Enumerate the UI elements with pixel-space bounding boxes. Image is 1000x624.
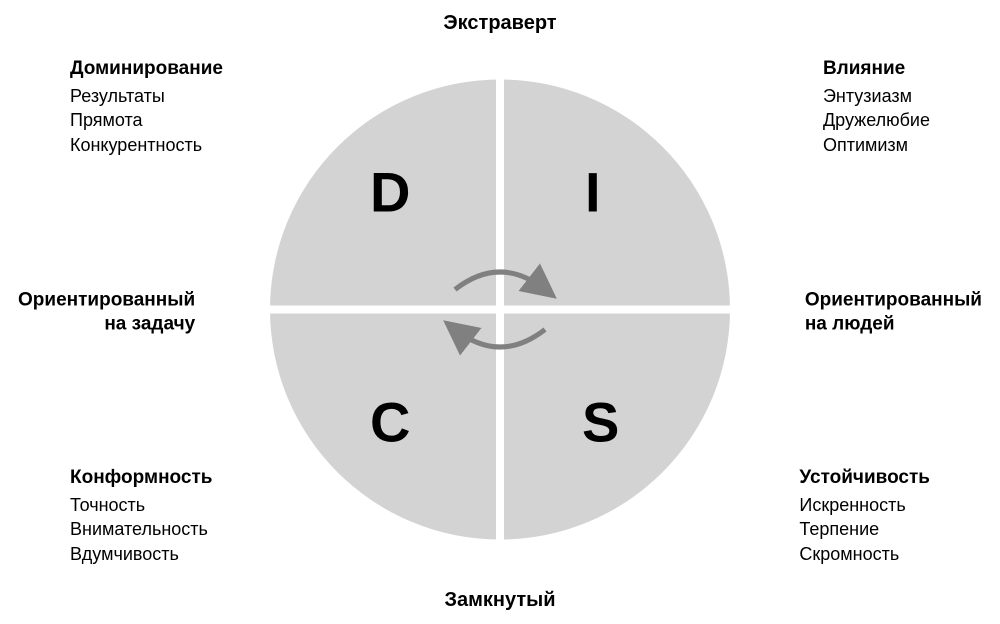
- letter-s: S: [582, 390, 620, 455]
- axis-right-line2: на людей: [805, 312, 982, 336]
- axis-right-label: Ориентированный на людей: [805, 288, 982, 336]
- trait-bl-0: Точность: [70, 493, 212, 517]
- trait-tl-2: Конкурентность: [70, 133, 223, 157]
- trait-tl-0: Результаты: [70, 84, 223, 108]
- letter-i: I: [585, 160, 602, 225]
- axis-right-line1: Ориентированный: [805, 288, 982, 312]
- quadrant-tl-title: Доминирование: [70, 58, 223, 80]
- letter-d: D: [370, 160, 411, 225]
- quadrant-br-title: Устойчивость: [799, 467, 930, 489]
- axis-left-line1: Ориентированный: [18, 288, 195, 312]
- quadrant-br-block: Устойчивость Искренность Терпение Скромн…: [799, 467, 930, 566]
- axis-left-line2: на задачу: [18, 312, 195, 336]
- trait-br-1: Терпение: [799, 517, 930, 541]
- circle-quadrants: D I C S: [260, 70, 740, 555]
- axis-left-label: Ориентированный на задачу: [18, 288, 195, 336]
- quadrant-tr-block: Влияние Энтузиазм Дружелюбие Оптимизм: [823, 58, 930, 157]
- trait-bl-1: Внимательность: [70, 517, 212, 541]
- axis-top-label: Экстраверт: [443, 12, 556, 35]
- v-divider: [496, 70, 504, 550]
- trait-br-0: Искренность: [799, 493, 930, 517]
- trait-bl-2: Вдумчивость: [70, 542, 212, 566]
- quadrant-bl-title: Конформность: [70, 467, 212, 489]
- disc-diagram: Экстраверт Замкнутый Ориентированный на …: [0, 0, 1000, 624]
- trait-tr-2: Оптимизм: [823, 133, 930, 157]
- trait-tl-1: Прямота: [70, 108, 223, 132]
- quadrant-tl-block: Доминирование Результаты Прямота Конкуре…: [70, 58, 223, 157]
- quadrant-tr-title: Влияние: [823, 58, 930, 80]
- trait-tr-1: Дружелюбие: [823, 108, 930, 132]
- trait-br-2: Скромность: [799, 542, 930, 566]
- axis-bottom-label: Замкнутый: [444, 589, 555, 612]
- circle-svg: [260, 70, 740, 550]
- letter-c: C: [370, 390, 411, 455]
- quadrant-bl-block: Конформность Точность Внимательность Вду…: [70, 467, 212, 566]
- trait-tr-0: Энтузиазм: [823, 84, 930, 108]
